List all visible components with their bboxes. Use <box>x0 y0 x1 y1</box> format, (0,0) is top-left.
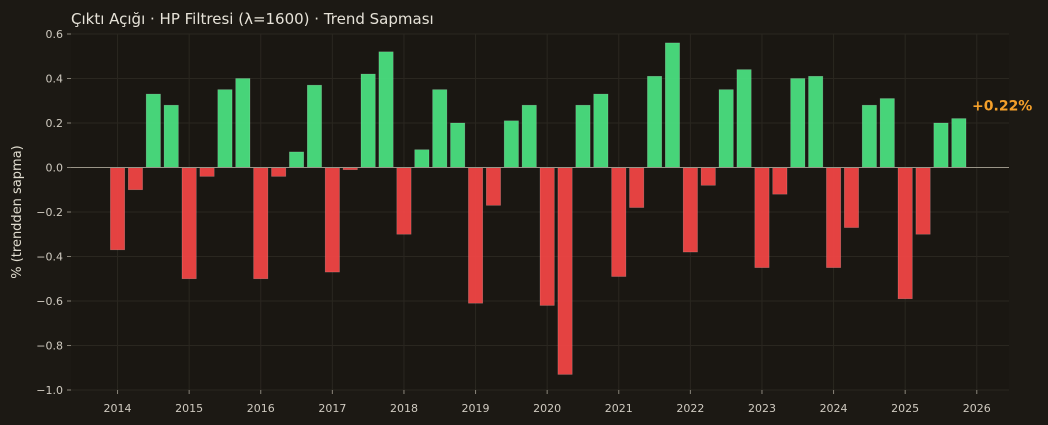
bar-2024-Q3 <box>861 104 877 168</box>
bar-2015-Q1 <box>181 167 197 280</box>
bar-2017-Q4 <box>378 51 394 168</box>
x-tick-label: 2023 <box>748 402 776 415</box>
chart-title: Çıktı Açığı · HP Filtresi (λ=1600) · Tre… <box>71 10 434 28</box>
bar-2015-Q2 <box>199 167 215 177</box>
x-tick-label: 2015 <box>175 402 203 415</box>
bar-2021-Q3 <box>647 75 663 168</box>
bar-2023-Q2 <box>772 167 788 195</box>
y-ticks: 0.6 0.4 0.2 0.0 −0.2 −0.4 −0.6 −0.8 −1.0 <box>36 28 71 397</box>
x-tick-label: 2022 <box>676 402 704 415</box>
bar-2024-Q4 <box>879 98 895 168</box>
bar-2017-Q3 <box>360 73 376 168</box>
bar-2022-Q4 <box>736 69 752 168</box>
x-ticks: 2014 2015 2016 2017 2018 2019 2020 2021 2022 2023… <box>104 390 991 415</box>
bar-2016-Q3 <box>289 151 305 168</box>
bar-2018-Q4 <box>450 122 466 168</box>
y-tick-label: −0.6 <box>36 295 63 308</box>
x-tick-label: 2017 <box>318 402 346 415</box>
bar-2021-Q1 <box>611 167 627 277</box>
y-tick-label: 0.6 <box>46 28 64 41</box>
x-tick-label: 2025 <box>891 402 919 415</box>
bar-2019-Q4 <box>521 104 537 168</box>
x-tick-label: 2016 <box>247 402 275 415</box>
bar-2014-Q3 <box>145 93 161 168</box>
bar-2025-Q1 <box>897 167 913 300</box>
bar-2016-Q1 <box>253 167 269 280</box>
bar-2025-Q4 <box>951 118 967 168</box>
bar-2016-Q2 <box>271 167 287 177</box>
bar-2020-Q4 <box>593 93 609 168</box>
x-tick-label: 2018 <box>390 402 418 415</box>
bar-2014-Q1 <box>110 167 126 251</box>
y-tick-label: 0.4 <box>46 73 64 86</box>
bar-2015-Q3 <box>217 89 233 168</box>
bar-2025-Q2 <box>915 167 931 235</box>
y-tick-label: −0.4 <box>36 251 63 264</box>
x-tick-label: 2020 <box>533 402 561 415</box>
y-axis-label: % (trendden sapma) <box>10 145 25 279</box>
bar-2019-Q1 <box>468 167 484 304</box>
bar-2023-Q1 <box>754 167 770 268</box>
y-tick-label: −0.2 <box>36 206 63 219</box>
bar-2025-Q3 <box>933 122 949 168</box>
bar-2014-Q2 <box>127 167 143 191</box>
x-tick-label: 2024 <box>820 402 848 415</box>
bar-2023-Q3 <box>790 78 806 168</box>
bar-2019-Q3 <box>503 120 519 168</box>
y-tick-label: −1.0 <box>36 384 63 397</box>
y-tick-label: 0.0 <box>46 162 64 175</box>
bar-2020-Q2 <box>557 167 573 375</box>
bar-2024-Q1 <box>826 167 842 268</box>
bar-2015-Q4 <box>235 78 251 168</box>
y-tick-label: 0.2 <box>46 117 64 130</box>
bar-2022-Q3 <box>718 89 734 168</box>
bar-2018-Q3 <box>432 89 448 168</box>
bar-2021-Q2 <box>629 167 645 208</box>
bar-2020-Q1 <box>539 167 555 306</box>
x-tick-label: 2021 <box>605 402 633 415</box>
bar-2020-Q3 <box>575 104 591 168</box>
x-tick-label: 2026 <box>963 402 991 415</box>
last-value-annotation: +0.22% <box>972 99 1032 115</box>
bar-2021-Q4 <box>665 42 680 168</box>
bar-2019-Q2 <box>485 167 501 206</box>
x-tick-label: 2019 <box>462 402 490 415</box>
bar-2014-Q4 <box>163 104 179 168</box>
bar-2023-Q4 <box>808 75 824 168</box>
bar-2017-Q1 <box>324 167 340 273</box>
y-tick-label: −0.8 <box>36 340 63 353</box>
bar-2022-Q1 <box>682 167 698 253</box>
bar-2016-Q4 <box>306 84 322 168</box>
x-tick-label: 2014 <box>104 402 132 415</box>
bar-2018-Q2 <box>414 149 430 168</box>
bar-2024-Q2 <box>844 167 859 228</box>
bar-2018-Q1 <box>396 167 412 235</box>
bar-2022-Q2 <box>700 167 716 186</box>
